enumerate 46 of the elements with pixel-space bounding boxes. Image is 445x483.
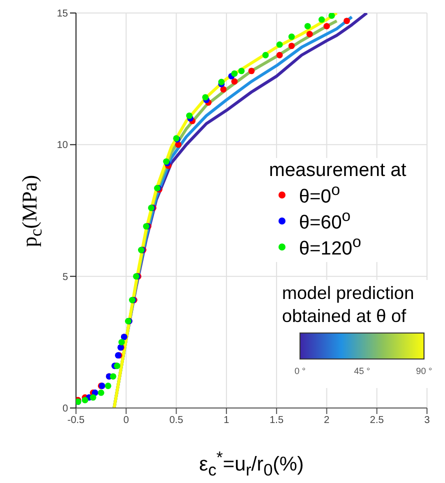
x-tick-label: 1.5 [270, 415, 284, 426]
point [276, 41, 283, 48]
point [118, 338, 125, 346]
legend-label: θ=120$^{o}$ [299, 234, 362, 260]
legend-label: θ=0$^{o}$ [299, 182, 340, 208]
point [104, 382, 112, 390]
point [231, 70, 238, 77]
annotation: 45 ° [354, 366, 370, 376]
point [344, 18, 350, 24]
x-tick-label: 0.5 [169, 415, 184, 426]
point [202, 94, 209, 100]
point [306, 30, 313, 38]
legend-title: measurement at [269, 160, 406, 182]
annotation: 0 ° [294, 366, 306, 376]
point [231, 78, 238, 85]
point [276, 52, 283, 58]
x-tick-label: 3 [424, 415, 430, 426]
point [175, 141, 182, 148]
point [90, 394, 96, 401]
point [288, 34, 295, 40]
point [324, 22, 330, 30]
y-tick-label: 5 [62, 272, 68, 283]
point [304, 22, 311, 30]
y-tick-label: 10 [56, 140, 68, 152]
x-tick-label: 1 [224, 415, 230, 426]
point [186, 112, 193, 119]
x-axis-title: ε$_{c}$$^{*}$=u$_{r}$/r$_{0}$(%) [198, 448, 305, 481]
point [98, 390, 104, 396]
point [248, 68, 255, 74]
legend-label: θ=60$^{o}$ [299, 208, 351, 234]
point [328, 13, 335, 19]
point [288, 42, 295, 50]
annotation: model prediction obtained at θ of [282, 282, 416, 328]
point [262, 52, 269, 58]
point [110, 373, 116, 380]
y-tick-label: 0 [62, 404, 68, 415]
annotation: 90 ° [416, 366, 432, 376]
point [238, 68, 245, 74]
x-tick-label: 0 [123, 415, 130, 426]
point [82, 396, 88, 404]
x-tick-label: 2 [324, 415, 330, 426]
y-tick-label: 15 [56, 8, 68, 20]
x-tick-label: 2.5 [370, 415, 384, 426]
point [318, 16, 325, 23]
x-tick-label: -0.5 [67, 415, 86, 426]
point [220, 86, 227, 93]
